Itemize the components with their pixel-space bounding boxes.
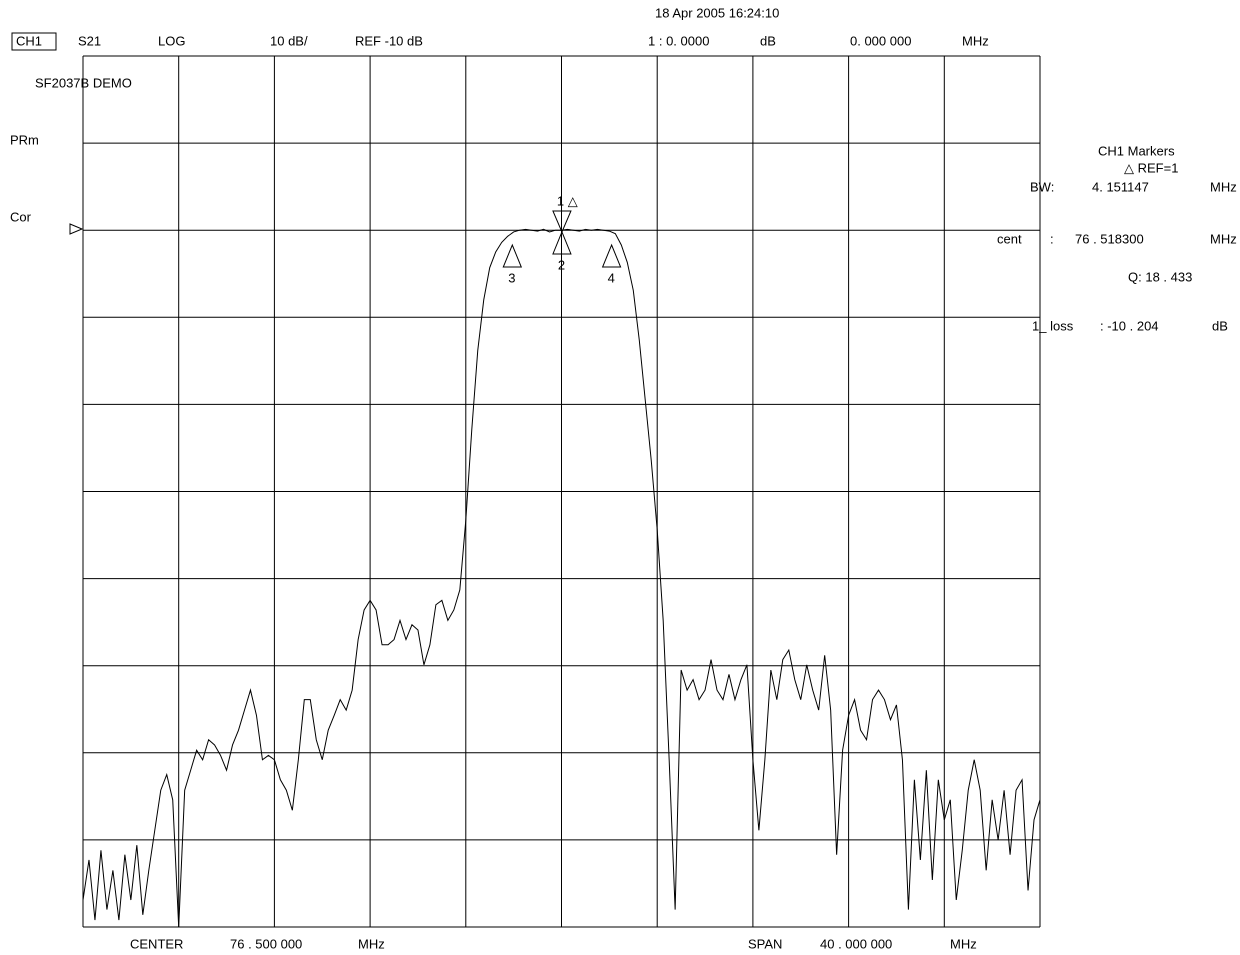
center-value: 76 . 500 000 <box>230 936 302 951</box>
bw-label: BW: <box>1030 179 1054 194</box>
cent-sep: : <box>1050 231 1054 246</box>
center-label: CENTER <box>130 936 183 951</box>
side-label: PRm <box>10 132 39 147</box>
q-value: Q: 18 . 433 <box>1128 269 1192 284</box>
cent-value: 76 . 518300 <box>1075 231 1144 246</box>
cent-unit: MHz <box>1210 231 1237 246</box>
cent-label: cent <box>997 231 1022 246</box>
bw-value: 4. 151147 <box>1092 179 1149 194</box>
loss-unit: dB <box>1212 318 1228 333</box>
bw-unit: MHz <box>1210 179 1237 194</box>
side-label: Cor <box>10 209 32 224</box>
ref-indicator <box>69 223 84 235</box>
format: LOG <box>158 33 185 48</box>
marker-label: 3 <box>508 270 515 285</box>
center-unit: MHz <box>358 936 385 951</box>
reference: REF -10 dB <box>355 33 423 48</box>
marker-readout: 1 : 0. 0000 <box>648 33 709 48</box>
date: 18 Apr 2005 16:24:10 <box>655 5 779 20</box>
span-unit: MHz <box>950 936 977 951</box>
loss-value: : -10 . 204 <box>1100 318 1159 333</box>
marker-readout-unit: dB <box>760 33 776 48</box>
marker <box>552 210 572 234</box>
marker <box>502 243 523 268</box>
span-label: SPAN <box>748 936 782 951</box>
parameter: S21 <box>78 33 101 48</box>
span-value: 40 . 000 000 <box>820 936 892 951</box>
panel-title: CH1 Markers <box>1098 143 1175 158</box>
marker-label: 1 △ <box>557 193 578 208</box>
scale: 10 dB/ <box>270 33 308 48</box>
loss-label: 1_ loss <box>1032 318 1074 333</box>
channel: CH1 <box>16 33 42 48</box>
marker-label: 2 <box>558 257 565 272</box>
marker-label: 4 <box>608 270 615 285</box>
marker-freq: 0. 000 000 <box>850 33 911 48</box>
marker <box>552 230 572 255</box>
panel-ref: △ REF=1 <box>1124 160 1178 175</box>
marker-freq-unit: MHz <box>962 33 989 48</box>
channel-box <box>11 32 57 51</box>
marker <box>601 243 622 268</box>
